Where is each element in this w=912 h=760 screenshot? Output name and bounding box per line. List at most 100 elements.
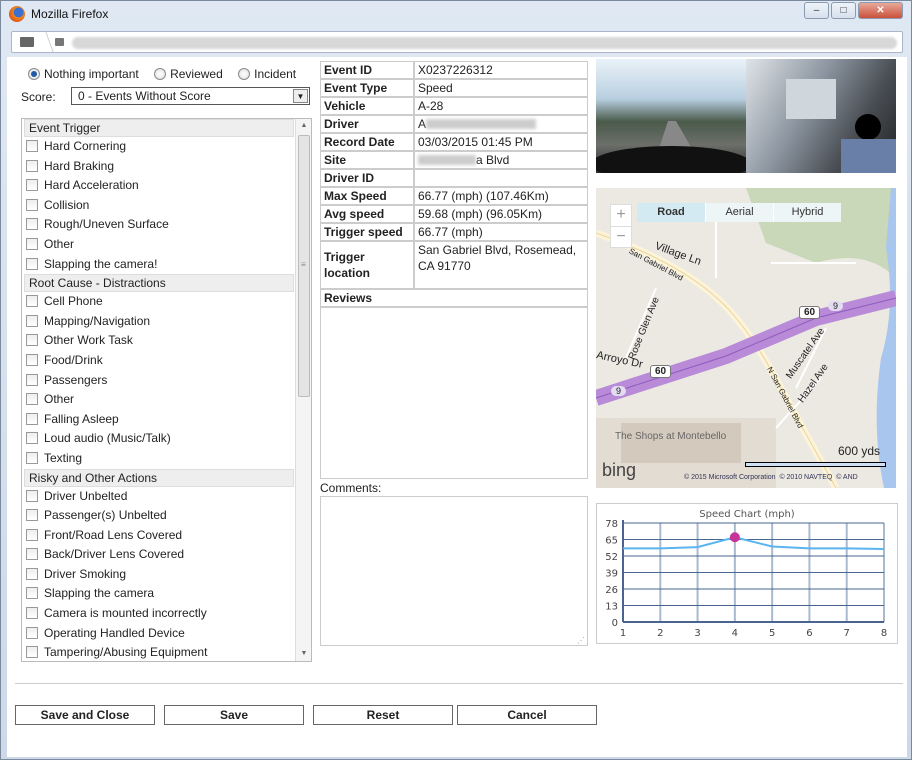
- checklist-item[interactable]: Driver Unbelted: [22, 487, 296, 507]
- checklist-item[interactable]: Front/Road Lens Covered: [22, 526, 296, 546]
- comments-textarea[interactable]: ⋰: [320, 496, 588, 646]
- minimize-button[interactable]: ‒: [804, 2, 829, 19]
- checkbox[interactable]: [26, 489, 38, 502]
- checkbox[interactable]: [26, 528, 38, 541]
- map-copyright: © 2015 Microsoft Corporation © 2010 NAVT…: [684, 474, 858, 481]
- driver-camera-thumbnail[interactable]: [746, 59, 896, 173]
- checkbox[interactable]: [26, 373, 38, 386]
- checkbox[interactable]: [26, 257, 38, 270]
- reviews-list: [320, 307, 588, 479]
- redacted: [426, 119, 537, 129]
- bing-logo: bing: [602, 460, 637, 480]
- close-button[interactable]: ✕: [858, 2, 903, 19]
- checklist-item[interactable]: Passengers: [22, 371, 296, 391]
- detail-cell: 66.77 (mph) (107.46Km): [414, 187, 588, 205]
- highway-shield: 60: [799, 306, 821, 319]
- checklist-item[interactable]: Slapping the camera: [22, 584, 296, 604]
- checklist-item[interactable]: Mapping/Navigation: [22, 312, 296, 332]
- dropdown-arrow-icon[interactable]: ▼: [293, 89, 308, 103]
- checkbox[interactable]: [26, 314, 38, 327]
- checklist-item[interactable]: Cell Phone: [22, 292, 296, 312]
- checklist-item[interactable]: Operating Handled Device: [22, 624, 296, 644]
- checkbox[interactable]: [26, 393, 38, 406]
- checklist-item[interactable]: Texting: [22, 449, 296, 469]
- checkbox[interactable]: [26, 567, 38, 580]
- checkbox[interactable]: [26, 509, 38, 522]
- x-tick-label: 4: [732, 628, 738, 639]
- url-redacted[interactable]: [72, 37, 897, 49]
- checkbox[interactable]: [26, 587, 38, 600]
- save-button[interactable]: Save: [164, 705, 304, 725]
- checklist-item[interactable]: Driver Smoking: [22, 565, 296, 585]
- route-shield: 9: [828, 301, 844, 311]
- reset-button[interactable]: Reset: [313, 705, 453, 725]
- resize-grip-icon[interactable]: ⋰: [577, 636, 585, 645]
- checklist-item[interactable]: Food/Drink: [22, 351, 296, 371]
- checkbox[interactable]: [26, 295, 38, 308]
- checkbox[interactable]: [26, 353, 38, 366]
- window-title: Mozilla Firefox: [31, 7, 109, 21]
- scroll-up-icon[interactable]: ▲: [300, 122, 308, 129]
- checklist-item[interactable]: Other: [22, 390, 296, 410]
- radio-nothing-important[interactable]: Nothing important: [28, 67, 139, 81]
- checklist-item[interactable]: Collision: [22, 196, 296, 216]
- checkbox[interactable]: [26, 607, 38, 620]
- map-view[interactable]: + − Road Aerial Hybrid Village Ln San Ga…: [596, 188, 896, 488]
- checklist-panel: Event Trigger Hard Cornering Hard Braking H…: [21, 118, 312, 662]
- checklist-item[interactable]: Tampering/Abusing Equipment: [22, 643, 296, 661]
- checkbox[interactable]: [26, 626, 38, 639]
- scroll-thumb[interactable]: ≡: [298, 135, 310, 397]
- checkbox[interactable]: [26, 237, 38, 250]
- detail-cell: 59.68 (mph) (96.05Km): [414, 205, 588, 223]
- zoom-out-button[interactable]: −: [611, 226, 631, 247]
- y-tick-label: 78: [605, 519, 618, 530]
- checkbox[interactable]: [26, 432, 38, 445]
- score-select[interactable]: 0 - Events Without Score ▼: [71, 87, 310, 105]
- maximize-button[interactable]: □: [831, 2, 856, 19]
- checkbox[interactable]: [26, 412, 38, 425]
- checklist-item[interactable]: Falling Asleep: [22, 410, 296, 430]
- checklist-item[interactable]: Rough/Uneven Surface: [22, 215, 296, 235]
- checklist-item[interactable]: Other Work Task: [22, 331, 296, 351]
- checklist-item[interactable]: Other: [22, 235, 296, 255]
- detail-row: Event ID X0237226312: [320, 61, 588, 79]
- checklist-item[interactable]: Hard Cornering: [22, 137, 296, 157]
- checkbox[interactable]: [26, 179, 38, 192]
- checkbox[interactable]: [26, 198, 38, 211]
- checkbox[interactable]: [26, 218, 38, 231]
- map-mode-aerial[interactable]: Aerial: [705, 203, 773, 222]
- checkbox[interactable]: [26, 451, 38, 464]
- checkbox[interactable]: [26, 646, 38, 659]
- detail-key: Trigger speed: [320, 223, 414, 241]
- checkbox[interactable]: [26, 334, 38, 347]
- front-camera-thumbnail[interactable]: [591, 59, 751, 182]
- map-mode-road[interactable]: Road: [637, 203, 705, 222]
- checklist-item[interactable]: Loud audio (Music/Talk): [22, 429, 296, 449]
- save-and-close-button[interactable]: Save and Close: [15, 705, 155, 725]
- map-mode-hybrid[interactable]: Hybrid: [773, 203, 841, 222]
- radio-incident[interactable]: Incident: [238, 67, 296, 81]
- checkbox-label: Texting: [44, 450, 83, 465]
- checklist-item[interactable]: Hard Acceleration: [22, 176, 296, 196]
- checklist-scrollbar[interactable]: ▲ ≡ ▼: [295, 119, 311, 661]
- checklist-item[interactable]: Hard Braking: [22, 157, 296, 177]
- redacted: [418, 155, 476, 165]
- checkbox[interactable]: [26, 548, 38, 561]
- checklist-item[interactable]: Back/Driver Lens Covered: [22, 545, 296, 565]
- checklist-item[interactable]: Camera is mounted incorrectly: [22, 604, 296, 624]
- checklist-item[interactable]: Passenger(s) Unbelted: [22, 506, 296, 526]
- checkbox[interactable]: [26, 159, 38, 172]
- radio-reviewed[interactable]: Reviewed: [154, 67, 223, 81]
- detail-value: 66.77 (mph): [418, 225, 483, 239]
- tab-groups-icon[interactable]: [20, 37, 34, 47]
- zoom-in-button[interactable]: +: [616, 206, 626, 223]
- cancel-button[interactable]: Cancel: [457, 705, 597, 725]
- detail-cell: 66.77 (mph): [414, 223, 588, 241]
- scroll-down-icon[interactable]: ▼: [300, 650, 308, 657]
- detail-cell: X0237226312: [414, 61, 588, 79]
- detail-cell: [414, 169, 588, 187]
- address-bar[interactable]: [11, 31, 903, 53]
- checklist-item[interactable]: Slapping the camera!: [22, 255, 296, 275]
- checkbox[interactable]: [26, 140, 38, 152]
